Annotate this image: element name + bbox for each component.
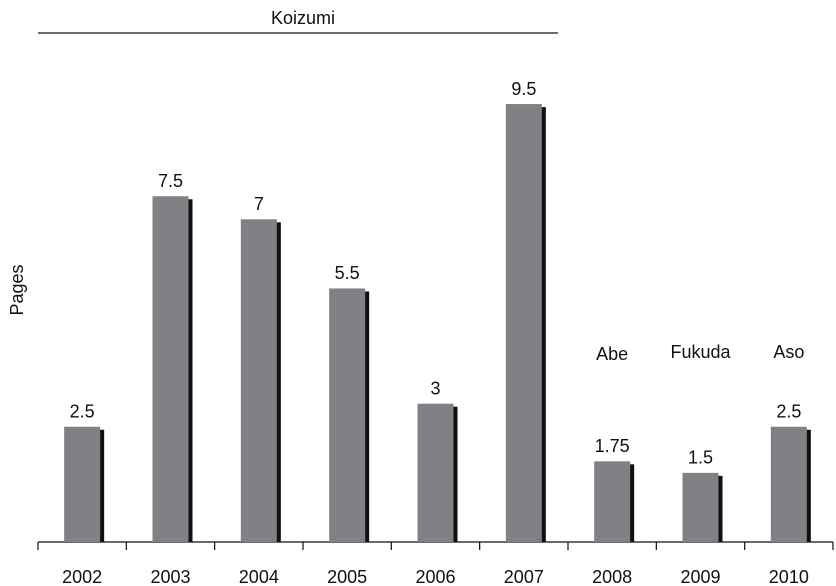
bar [240, 219, 277, 543]
y-axis-label: Pages [7, 264, 27, 315]
x-tick-label: 2008 [592, 567, 632, 586]
x-tick-label: 2006 [415, 567, 455, 586]
bar [64, 426, 101, 542]
value-label: 3 [430, 378, 440, 398]
value-label: 5.5 [335, 263, 360, 283]
value-label: 1.75 [595, 436, 630, 456]
value-label: 1.5 [688, 448, 713, 468]
x-tick-label: 2010 [769, 567, 809, 586]
x-tick-label: 2009 [680, 567, 720, 586]
bar [417, 403, 454, 542]
bar [682, 472, 719, 542]
value-label: 7.5 [158, 171, 183, 191]
annotation: Abe [596, 344, 628, 364]
value-label: 7 [254, 194, 264, 214]
x-tick-label: 2002 [62, 567, 102, 586]
bar [329, 288, 366, 542]
bar [152, 196, 189, 542]
bar [505, 104, 542, 543]
x-tick-label: 2004 [239, 567, 279, 586]
x-tick-label: 2007 [504, 567, 544, 586]
value-label: 9.5 [511, 79, 536, 99]
annotation: Koizumi [271, 8, 335, 28]
bar [594, 461, 631, 542]
x-tick-label: 2003 [150, 567, 190, 586]
value-label: 2.5 [70, 402, 95, 422]
annotation: Aso [773, 342, 804, 362]
value-label: 2.5 [776, 402, 801, 422]
annotation: Fukuda [670, 342, 731, 362]
bar [770, 426, 807, 542]
x-tick-label: 2005 [327, 567, 367, 586]
